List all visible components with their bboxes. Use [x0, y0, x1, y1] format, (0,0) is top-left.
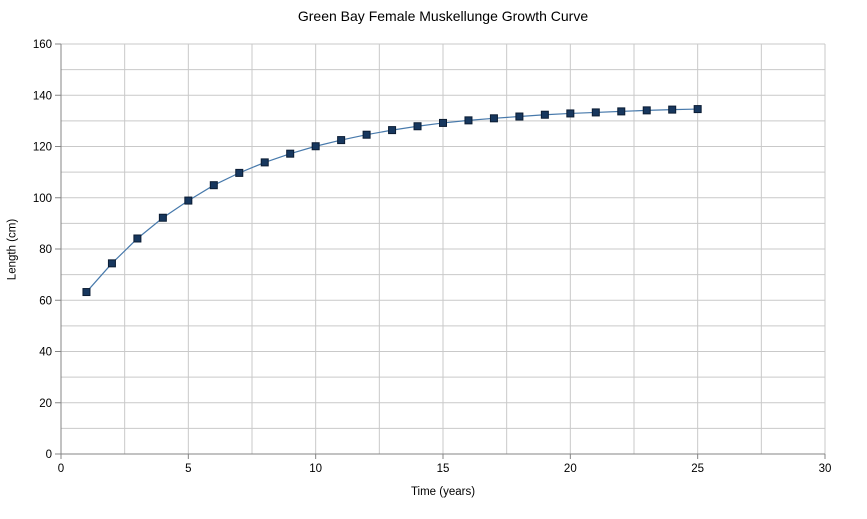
- y-tick-label: 60: [39, 295, 52, 307]
- x-tick-label: 20: [564, 463, 577, 475]
- y-tick-label: 160: [33, 39, 52, 51]
- data-point-marker: [388, 126, 397, 135]
- data-point-marker: [362, 130, 371, 139]
- data-point-marker: [158, 213, 167, 222]
- data-point-marker: [260, 158, 269, 167]
- x-tick-label: 25: [691, 463, 704, 475]
- data-point-marker: [82, 288, 91, 297]
- x-tick-label: 15: [437, 463, 450, 475]
- data-point-marker: [184, 196, 193, 205]
- y-tick-label: 20: [39, 398, 52, 410]
- chart-title: Green Bay Female Muskellunge Growth Curv…: [297, 8, 589, 24]
- y-axis-title: Length (cm): [6, 218, 19, 281]
- x-tick-label: 5: [185, 463, 191, 475]
- data-point-marker: [235, 168, 244, 177]
- data-point-marker: [337, 136, 346, 145]
- x-tick-label: 10: [309, 463, 322, 475]
- data-point-marker: [489, 114, 498, 123]
- data-point-marker: [209, 181, 218, 190]
- series-line: [86, 108, 698, 293]
- x-tick-label: 30: [819, 463, 832, 475]
- y-tick-label: 120: [33, 142, 52, 154]
- data-point-marker: [107, 259, 116, 268]
- data-point-marker: [617, 107, 626, 116]
- y-tick-label: 0: [46, 449, 52, 461]
- y-tick-label: 140: [33, 90, 52, 102]
- data-point-marker: [566, 109, 575, 118]
- data-point-marker: [133, 234, 142, 243]
- data-point-marker: [642, 106, 651, 115]
- data-point-marker: [311, 142, 320, 151]
- y-tick-label: 40: [39, 347, 52, 359]
- data-point-marker: [413, 122, 422, 131]
- y-tick-label: 100: [33, 193, 52, 205]
- data-point-marker: [591, 108, 600, 117]
- data-point-marker: [693, 105, 702, 114]
- data-point-marker: [668, 105, 677, 114]
- x-tick-label: 0: [58, 463, 64, 475]
- data-point-marker: [540, 110, 549, 119]
- data-point-marker: [286, 149, 295, 158]
- x-axis-title: Time (years): [410, 486, 476, 498]
- data-point-marker: [515, 112, 524, 121]
- y-tick-label: 80: [39, 244, 52, 256]
- data-point-marker: [439, 118, 447, 127]
- data-point-marker: [464, 116, 473, 125]
